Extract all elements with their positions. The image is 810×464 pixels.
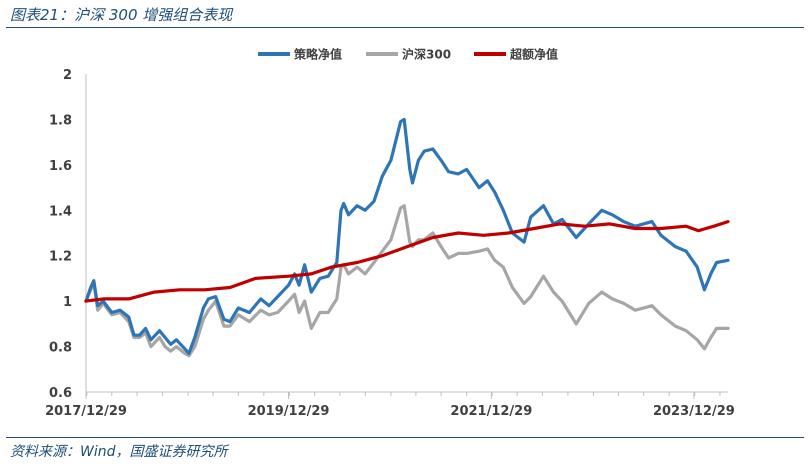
y-tick-label: 1 <box>63 295 72 310</box>
legend-label: 超额净值 <box>509 47 558 62</box>
y-tick-label: 2 <box>63 68 72 83</box>
x-axis: 2017/12/29 2019/12/29 2021/12/29 2023/12/29 <box>45 391 735 419</box>
series-line-2 <box>84 220 730 303</box>
x-tick-label: 2021/12/29 <box>450 404 532 419</box>
x-tick-label: 2019/12/29 <box>248 404 330 419</box>
legend-label: 策略净值 <box>294 47 342 62</box>
figure-title: 图表21：沪深 300 增强组合表现 <box>10 6 233 24</box>
legend-label: 沪深300 <box>402 47 451 62</box>
y-tick-label: 1.6 <box>49 159 72 174</box>
y-tick-label: 1.4 <box>49 204 72 219</box>
series-line-0 <box>84 117 730 355</box>
x-tick-label: 2017/12/29 <box>45 404 127 419</box>
y-tick-label: 0.8 <box>49 341 72 356</box>
source-note: 资料来源：Wind，国盛证券研究所 <box>10 444 228 460</box>
legend: 策略净值 沪深300 超额净值 <box>258 47 558 62</box>
y-tick-label: 1.8 <box>49 113 72 128</box>
series-line-1 <box>84 204 730 358</box>
plot-lines <box>84 117 730 358</box>
title-rule <box>6 27 804 28</box>
y-tick-label: 1.2 <box>49 250 72 265</box>
y-tick-label: 0.6 <box>49 386 72 401</box>
y-axis: 0.6 0.8 1 1.2 1.4 1.6 1.8 2 <box>49 68 87 401</box>
x-tick-label: 2023/12/29 <box>653 404 735 419</box>
source-rule <box>6 437 804 438</box>
